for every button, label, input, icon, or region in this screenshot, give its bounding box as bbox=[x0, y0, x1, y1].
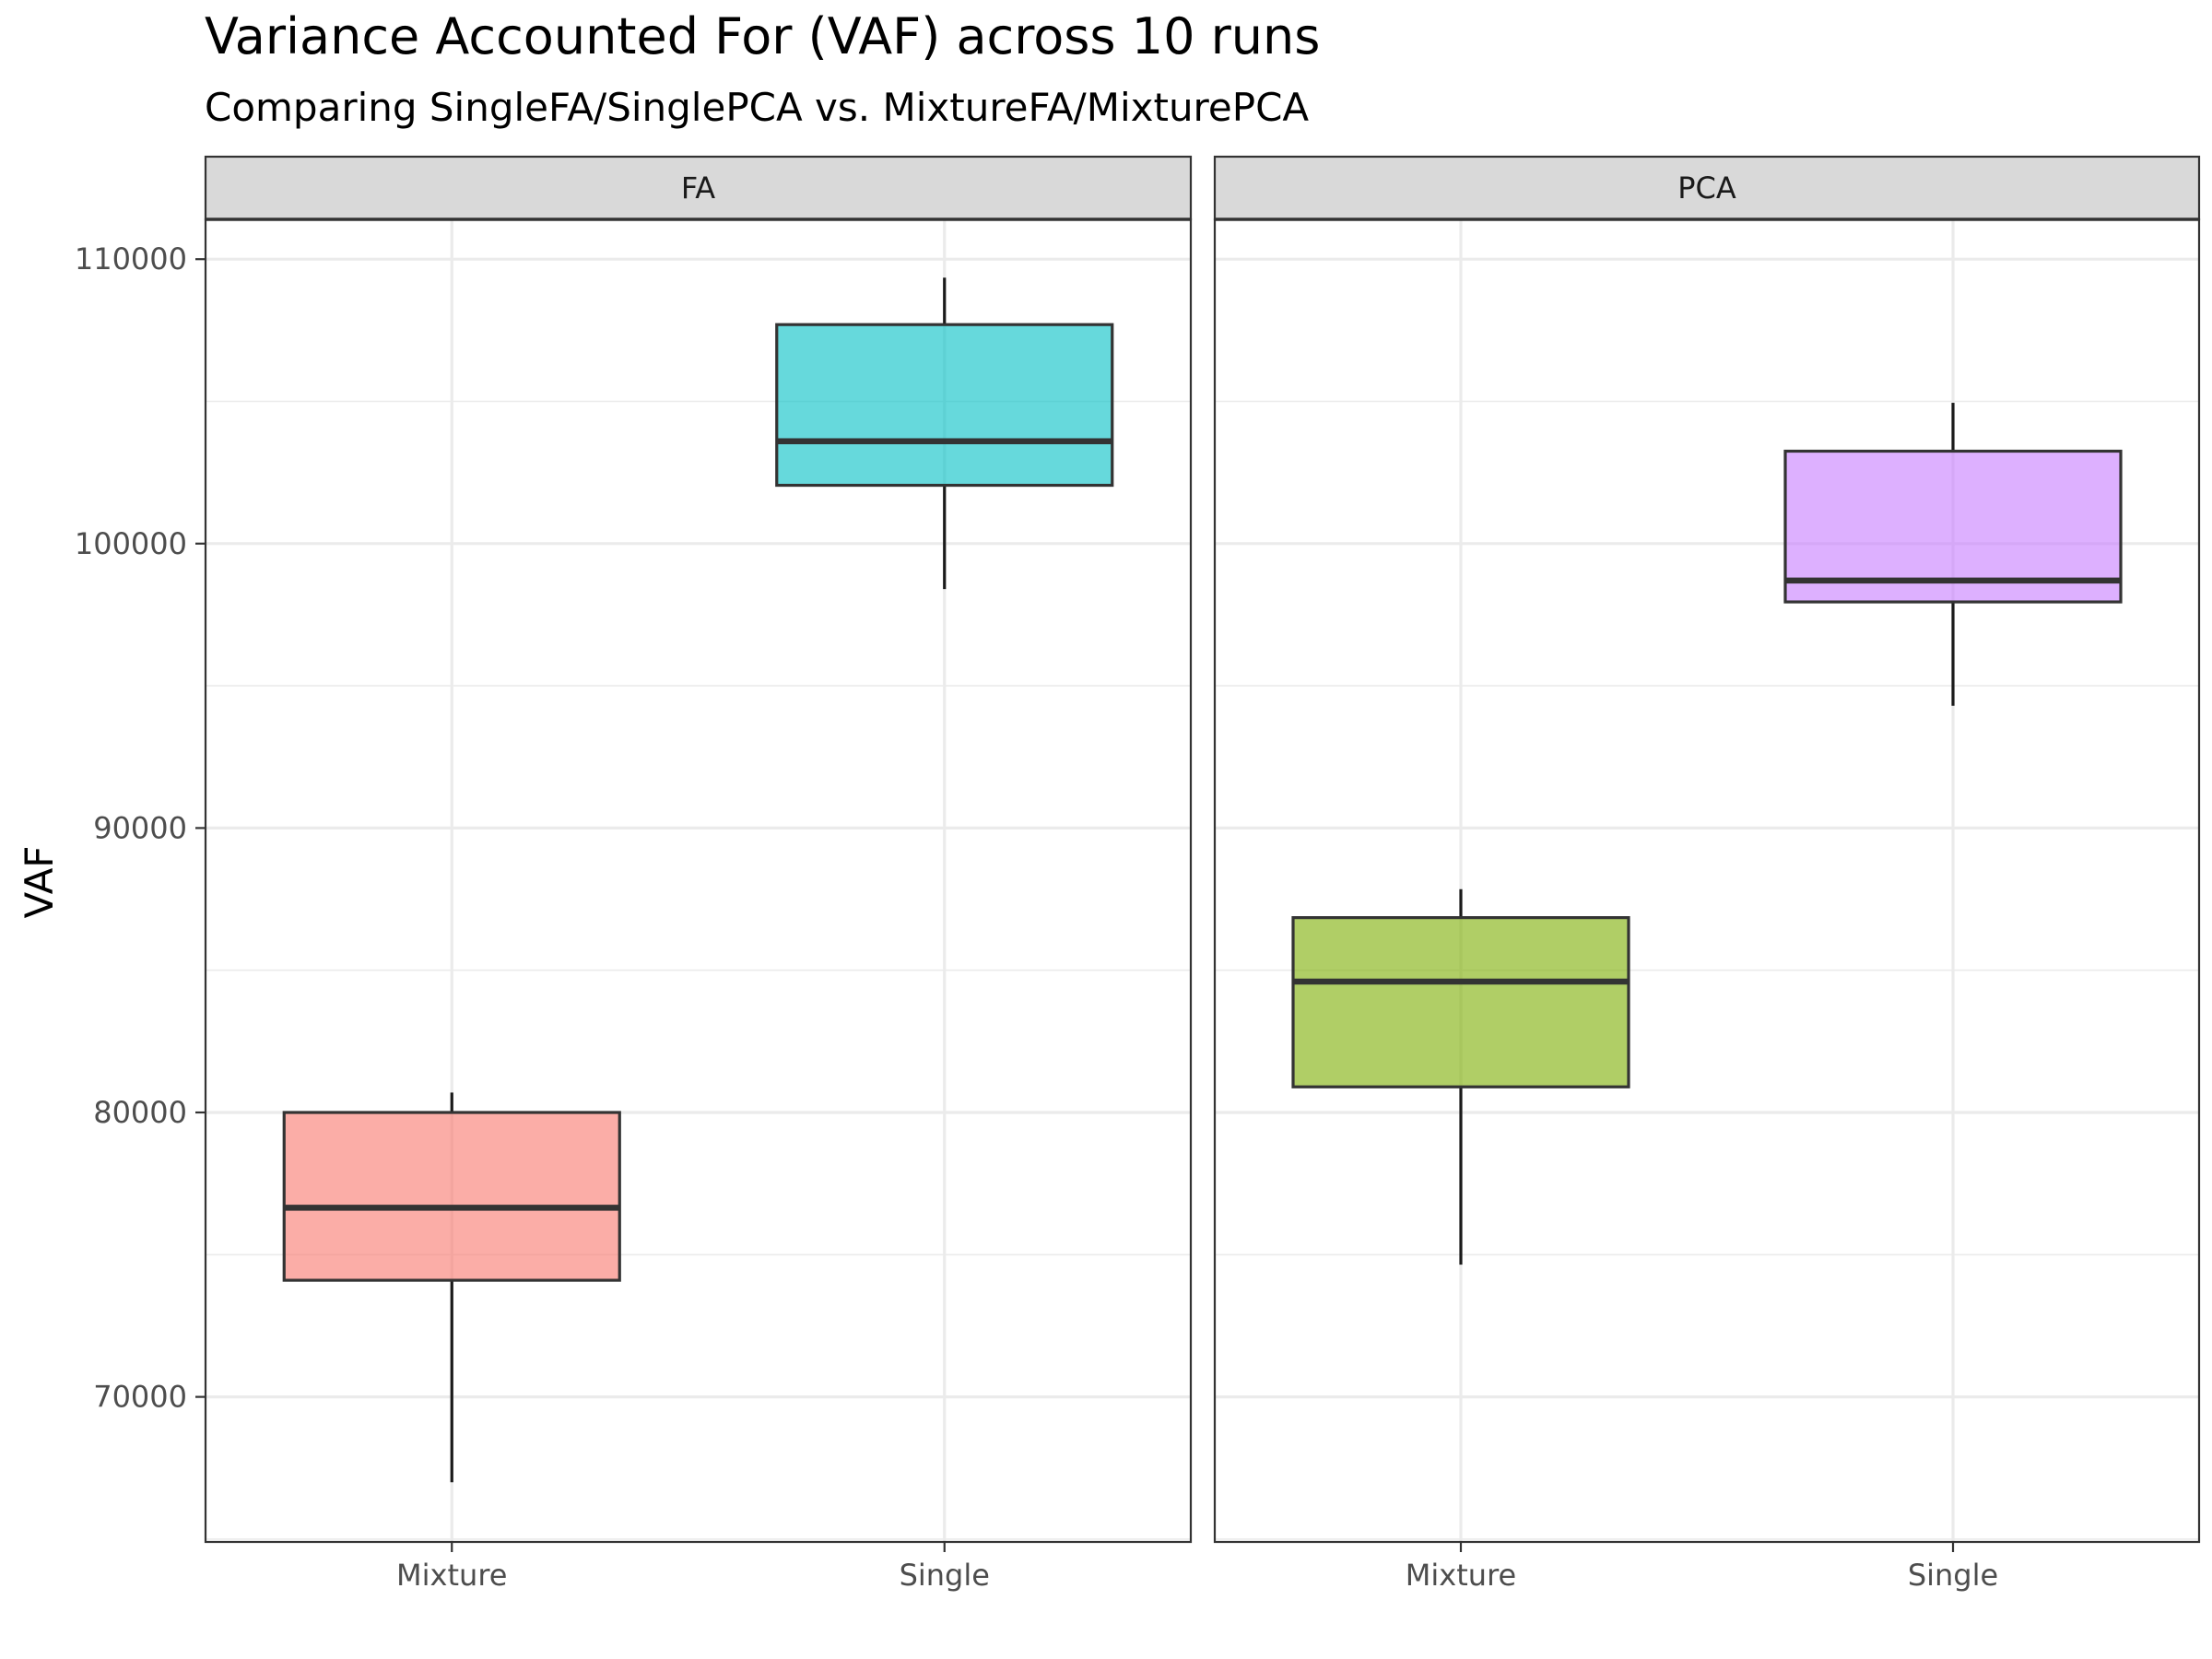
x-tick-label-single: Single bbox=[900, 1558, 990, 1593]
strip-fa bbox=[204, 155, 1193, 221]
y-tick-label: 80000 bbox=[93, 1095, 187, 1130]
y-axis-title: VAF bbox=[17, 846, 62, 919]
x-tick-label-mixture: Mixture bbox=[396, 1558, 507, 1593]
box-pca-single bbox=[1783, 403, 2123, 706]
y-axis: 70000 80000 90000 100000 110000 bbox=[75, 241, 206, 1415]
panel-background bbox=[1215, 219, 2199, 1542]
chart-subtitle: Comparing SingleFA/SinglePCA vs. Mixture… bbox=[205, 85, 1309, 130]
panel-pca: PCA Mixture Single bbox=[1213, 155, 2201, 1593]
panels: FA Mixture Single PCA Mixture Single 70000 8000… bbox=[75, 155, 2201, 1593]
x-tick-label-mixture: Mixture bbox=[1406, 1558, 1516, 1593]
box-iqr bbox=[775, 323, 1114, 488]
box-iqr bbox=[1291, 916, 1630, 1088]
y-tick-label: 100000 bbox=[75, 526, 187, 561]
strip-label-pca: PCA bbox=[1677, 171, 1736, 206]
strip-pca bbox=[1213, 155, 2201, 221]
box-iqr bbox=[1783, 449, 2123, 604]
chart-title: Variance Accounted For (VAF) across 10 r… bbox=[205, 7, 1320, 65]
y-tick-label: 110000 bbox=[75, 241, 187, 276]
y-tick-label: 90000 bbox=[93, 810, 187, 845]
box-iqr bbox=[282, 1111, 621, 1282]
strip-label-fa: FA bbox=[681, 171, 715, 206]
box-fa-mixture bbox=[282, 1092, 621, 1483]
panel-fa: FA Mixture Single bbox=[204, 155, 1193, 1593]
box-pca-mixture bbox=[1291, 888, 1630, 1265]
box-fa-single bbox=[775, 277, 1114, 590]
x-tick-label-single: Single bbox=[1908, 1558, 1998, 1593]
y-tick-label: 70000 bbox=[93, 1380, 187, 1415]
